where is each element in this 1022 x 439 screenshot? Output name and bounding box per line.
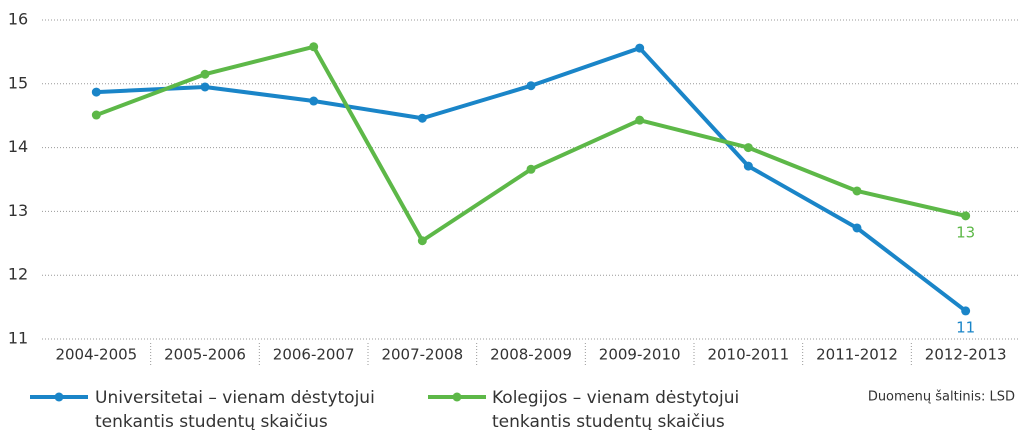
point (91, 87, 101, 97)
data-label: 13 (956, 223, 975, 241)
legend-label: Kolegijos – vienam dėstytojui tenkantis … (492, 388, 740, 432)
x-tick-label: 2012-2013 (925, 346, 1007, 364)
point (309, 42, 319, 52)
point (526, 81, 536, 91)
y-tick-label: 11 (8, 329, 28, 348)
y-tick-label: 12 (8, 265, 28, 284)
point (526, 164, 536, 174)
x-tick-label: 2010-2011 (707, 346, 789, 364)
point (852, 186, 862, 196)
y-tick-label: 14 (8, 137, 28, 156)
legend-marker (54, 392, 64, 402)
x-tick-label: 2004-2005 (55, 346, 137, 364)
data-label: 11 (956, 318, 975, 336)
point (852, 223, 862, 233)
x-tick-label: 2008-2009 (490, 346, 572, 364)
point (200, 82, 210, 92)
point (417, 113, 427, 123)
x-tick-label: 2005-2006 (164, 346, 246, 364)
y-tick-label: 16 (8, 10, 28, 29)
source: Duomenų šaltinis: LSD (868, 390, 1015, 405)
x-tick-label: 2011-2012 (816, 346, 898, 364)
legend-marker (452, 392, 462, 402)
point (200, 69, 210, 79)
x-tick-label: 2009-2010 (599, 346, 681, 364)
point (635, 115, 645, 125)
x-tick-label: 2007-2008 (381, 346, 463, 364)
point (743, 161, 753, 171)
point (309, 96, 319, 106)
point (961, 306, 971, 316)
point (635, 43, 645, 53)
point (743, 143, 753, 153)
point (961, 211, 971, 221)
point (417, 236, 427, 246)
legend-label: Universitetai – vienam dėstytojui tenkan… (95, 388, 375, 432)
point (91, 110, 101, 120)
y-tick-label: 15 (8, 73, 28, 92)
x-tick-label: 2006-2007 (273, 346, 355, 364)
y-tick-label: 13 (8, 201, 28, 220)
